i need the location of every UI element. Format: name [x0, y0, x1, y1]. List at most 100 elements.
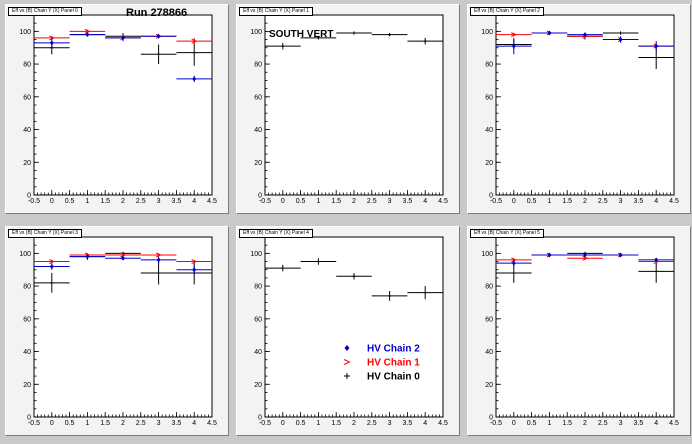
data-point-diamond [156, 33, 161, 39]
y-tick-label: 100 [481, 29, 493, 36]
x-tick-label: 2 [121, 420, 125, 427]
y-tick-label: 20 [485, 160, 493, 167]
x-tick-label: 0.5 [65, 420, 75, 427]
chart-pad-3: -0.5 0 0.5 1 1.5 2 2.5 3 3.5 4 4.5 0 20 40 60 80 100 Eff… [5, 226, 229, 436]
y-tick-label: 40 [254, 127, 262, 134]
series-hv-chain-2 [34, 32, 212, 83]
y-tick-label: 20 [254, 160, 262, 167]
y-tick-label: 80 [254, 284, 262, 291]
data-point-diamond [85, 254, 90, 260]
data-point-arrow [49, 35, 56, 41]
y-tick-label: 80 [485, 62, 493, 69]
x-tick-label: 2.5 [598, 420, 608, 427]
x-tick-label: 0 [50, 420, 54, 427]
y-tick-label: 60 [254, 94, 262, 101]
data-point-diamond [192, 76, 197, 82]
plot-frame [264, 236, 444, 418]
x-tick-label: 4.5 [669, 198, 679, 205]
y-tick-label: 60 [485, 316, 493, 323]
x-tick-label: 1 [85, 198, 89, 205]
legend-label: HV Chain 2 [367, 344, 420, 355]
plot-frame [495, 236, 675, 418]
y-tick-label: 20 [23, 382, 31, 389]
y-tick-label: 0 [258, 415, 262, 422]
x-tick-label: 0 [281, 420, 285, 427]
histogram-title: Eff vs (B) Chain Y (X) Panel 1 [239, 7, 313, 16]
y-tick-label: 40 [254, 349, 262, 356]
data-point-arrow [582, 255, 589, 261]
data-point-arrow [511, 257, 518, 263]
y-tick-label: 20 [485, 382, 493, 389]
data-point-diamond [511, 260, 516, 266]
y-tick-label: 80 [23, 284, 31, 291]
plot-frame [33, 236, 213, 418]
series-hv-chain-0 [265, 31, 443, 50]
x-tick-label: 3.5 [634, 420, 644, 427]
x-tick-label: 3.5 [403, 198, 413, 205]
x-tick-label: 2 [352, 198, 356, 205]
plot-frame [495, 14, 675, 196]
x-tick-label: 4.5 [207, 198, 217, 205]
x-tick-label: 3 [388, 198, 392, 205]
y-tick-label: 0 [489, 415, 493, 422]
histogram-title: Eff vs (B) Chain Y (X) Panel 3 [8, 229, 82, 238]
x-tick-label: 4 [654, 198, 658, 205]
y-tick-label: 60 [485, 94, 493, 101]
data-point-diamond [121, 35, 125, 41]
chart-pad-5: -0.5 0 0.5 1 1.5 2 2.5 3 3.5 4 4.5 0 20 40 60 80 100 Eff… [467, 226, 691, 436]
x-tick-label: 4.5 [207, 420, 217, 427]
x-tick-label: 1 [547, 420, 551, 427]
data-point-arrow [191, 259, 198, 265]
y-tick-label: 60 [23, 94, 31, 101]
x-tick-label: 0 [512, 198, 516, 205]
x-tick-label: 1.5 [562, 198, 572, 205]
y-tick-label: 100 [250, 29, 262, 36]
x-tick-label: 3 [388, 420, 392, 427]
series-hv-chain-0 [265, 258, 443, 301]
data-point-arrow [49, 259, 56, 265]
x-tick-label: 0 [50, 198, 54, 205]
legend-marker-arrow [343, 359, 351, 365]
y-tick-label: 100 [481, 251, 493, 258]
y-tick-label: 40 [23, 349, 31, 356]
x-tick-label: 2.5 [367, 420, 377, 427]
y-tick-label: 60 [23, 316, 31, 323]
x-tick-label: 1 [316, 420, 320, 427]
x-tick-label: 1.5 [331, 198, 341, 205]
data-point-diamond [49, 263, 54, 269]
x-tick-label: 2 [352, 420, 356, 427]
data-point-arrow [155, 252, 162, 258]
x-tick-label: 2.5 [367, 198, 377, 205]
x-tick-label: 1.5 [562, 420, 572, 427]
y-tick-label: 100 [250, 251, 262, 258]
data-point-arrow [191, 38, 198, 44]
chart-pad-4: -0.5 0 0.5 1 1.5 2 2.5 3 3.5 4 4.5 0 20 40 60 80 100 HV C… [236, 226, 460, 436]
data-point-diamond [547, 30, 552, 36]
data-point-diamond [618, 252, 623, 258]
x-tick-label: 4 [423, 420, 427, 427]
x-tick-label: 0.5 [65, 198, 75, 205]
y-tick-label: 0 [27, 193, 31, 200]
y-tick-label: 80 [254, 62, 262, 69]
x-tick-label: 2.5 [136, 420, 146, 427]
x-tick-label: 2 [583, 198, 587, 205]
x-tick-label: 1 [316, 198, 320, 205]
x-tick-label: 0.5 [296, 420, 306, 427]
x-tick-label: 0.5 [527, 198, 537, 205]
x-tick-label: 1 [85, 420, 89, 427]
x-tick-label: -0.5 [28, 420, 40, 427]
data-point-diamond [511, 43, 516, 49]
data-point-diamond [654, 43, 659, 49]
y-tick-label: 60 [254, 316, 262, 323]
x-tick-label: 3 [157, 198, 161, 205]
legend-entry: HV Chain 1 [343, 358, 420, 369]
x-tick-label: 3 [619, 420, 623, 427]
x-tick-label: 0.5 [296, 198, 306, 205]
x-tick-label: 4 [423, 198, 427, 205]
y-tick-label: 40 [23, 127, 31, 134]
data-point-diamond [192, 267, 197, 273]
y-tick-label: 20 [23, 160, 31, 167]
x-tick-label: 3 [619, 198, 623, 205]
